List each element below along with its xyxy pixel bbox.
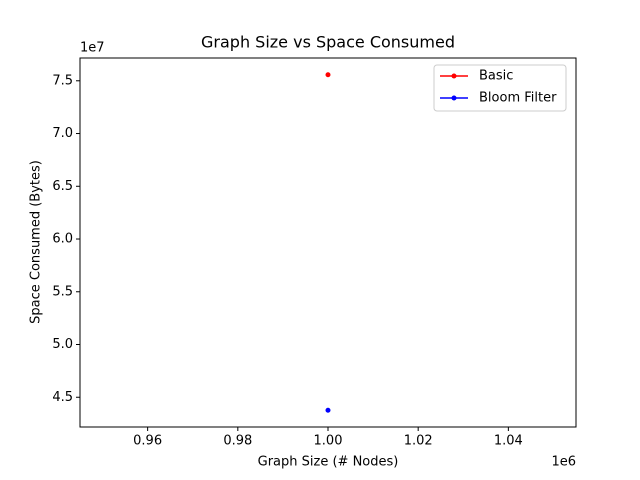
y-offset-label: 1e7 bbox=[80, 41, 105, 56]
data-point bbox=[325, 407, 331, 413]
chart-title: Graph Size vs Space Consumed bbox=[201, 33, 455, 52]
y-tick-label: 4.5 bbox=[52, 390, 73, 405]
data-point bbox=[325, 72, 331, 78]
x-offset-label: 1e6 bbox=[551, 455, 576, 470]
y-tick-label: 5.0 bbox=[52, 337, 73, 352]
y-tick-label: 6.5 bbox=[52, 179, 73, 194]
x-tick-label: 1.00 bbox=[314, 434, 343, 449]
legend-label: Basic bbox=[479, 69, 513, 84]
legend-marker bbox=[451, 95, 457, 101]
x-axis-label: Graph Size (# Nodes) bbox=[258, 455, 399, 470]
legend-marker bbox=[451, 73, 457, 79]
y-tick-label: 7.5 bbox=[52, 73, 73, 88]
x-tick-label: 0.98 bbox=[223, 434, 252, 449]
y-tick-label: 5.5 bbox=[52, 284, 73, 299]
y-axis-label: Space Consumed (Bytes) bbox=[29, 160, 44, 324]
y-tick-label: 7.0 bbox=[52, 126, 73, 141]
x-tick-label: 1.04 bbox=[494, 434, 523, 449]
legend-label: Bloom Filter bbox=[479, 91, 557, 106]
x-tick-label: 0.96 bbox=[133, 434, 162, 449]
plot-frame bbox=[79, 57, 577, 428]
y-tick-label: 6.0 bbox=[52, 232, 73, 247]
x-tick-label: 1.02 bbox=[404, 434, 433, 449]
